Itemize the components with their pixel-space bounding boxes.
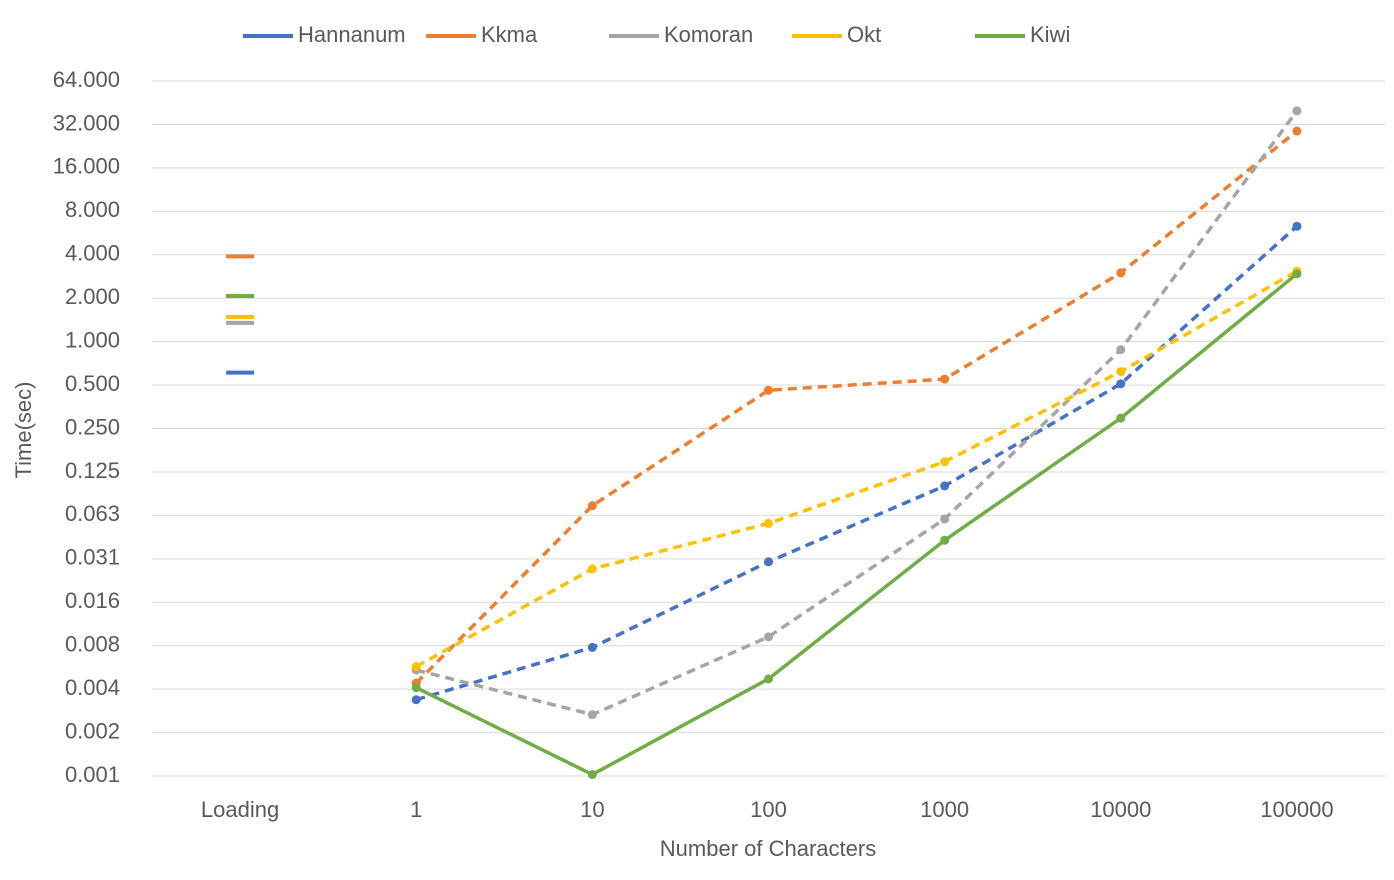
x-tick-label: 100 [750, 797, 787, 822]
data-point [1116, 345, 1126, 355]
legend-label: Komoran [664, 22, 753, 47]
x-tick-label: 100000 [1260, 797, 1333, 822]
data-point [1292, 106, 1302, 116]
data-point [587, 564, 597, 574]
legend-label: Okt [847, 22, 881, 47]
data-point [587, 770, 597, 780]
series-line [414, 129, 1299, 685]
data-point [411, 683, 421, 693]
y-tick-label: 64.000 [53, 67, 120, 92]
y-tick-label: 4.000 [65, 241, 120, 266]
y-tick-label: 16.000 [53, 154, 120, 179]
y-tick-label: 0.250 [65, 414, 120, 439]
y-tick-label: 0.500 [65, 371, 120, 396]
series-line [415, 269, 1298, 669]
y-tick-label: 0.008 [65, 632, 120, 657]
y-tick-label: 0.063 [65, 501, 120, 526]
data-point [1292, 221, 1302, 231]
legend-label: Kkma [481, 22, 538, 47]
data-point [587, 501, 597, 511]
y-tick-label: 0.016 [65, 588, 120, 613]
data-point [587, 710, 597, 720]
y-tick-label: 1.000 [65, 327, 120, 352]
y-tick-label: 8.000 [65, 197, 120, 222]
data-point [411, 695, 421, 705]
x-tick-label: 1000 [920, 797, 969, 822]
x-tick-label: 1 [410, 797, 422, 822]
data-point [1292, 126, 1302, 136]
data-point [764, 632, 773, 642]
legend-label: Hannanum [298, 22, 406, 47]
data-point [764, 385, 773, 395]
data-point [1116, 268, 1126, 278]
y-tick-label: 2.000 [65, 284, 120, 309]
data-point [764, 518, 773, 528]
data-point [411, 662, 421, 672]
data-point [1116, 367, 1126, 377]
x-axis-title: Number of Characters [660, 836, 876, 861]
data-point [1292, 269, 1302, 279]
data-point [940, 514, 950, 524]
x-tick-label: Loading [201, 797, 279, 822]
y-tick-label: 32.000 [53, 110, 120, 135]
data-point [940, 374, 950, 384]
legend-label: Kiwi [1030, 22, 1070, 47]
data-point [764, 557, 773, 567]
data-point [940, 535, 950, 545]
y-tick-label: 0.002 [65, 718, 120, 743]
data-point [587, 642, 597, 652]
data-point [1116, 413, 1126, 423]
data-point [940, 481, 950, 491]
x-tick-label: 10 [580, 797, 604, 822]
data-point [1116, 379, 1126, 389]
y-tick-label: 0.031 [65, 545, 120, 570]
y-tick-label: 0.125 [65, 458, 120, 483]
series-line [415, 224, 1299, 702]
y-tick-label: 0.001 [65, 762, 120, 787]
data-point [764, 674, 773, 684]
y-tick-label: 0.004 [65, 675, 120, 700]
series-line [415, 272, 1299, 777]
data-point [940, 457, 950, 467]
x-tick-label: 10000 [1090, 797, 1151, 822]
y-axis-title: Time(sec) [11, 382, 36, 479]
series-line [415, 109, 1299, 717]
